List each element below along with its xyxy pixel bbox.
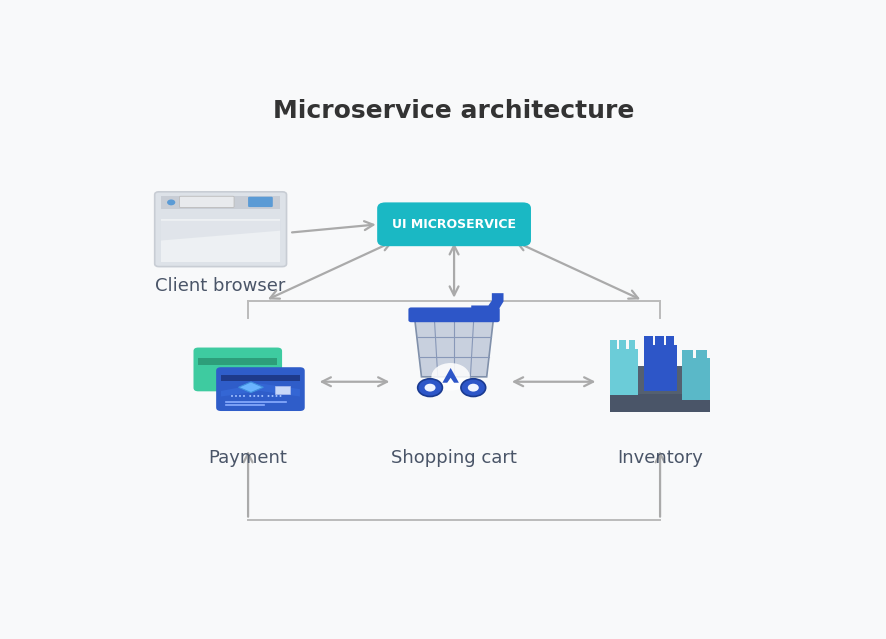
- Polygon shape: [415, 318, 494, 377]
- Bar: [161, 219, 280, 262]
- FancyBboxPatch shape: [179, 196, 234, 208]
- Bar: [665, 335, 674, 344]
- Bar: [275, 386, 290, 394]
- Text: Payment: Payment: [208, 449, 288, 467]
- Text: Microservice architecture: Microservice architecture: [274, 99, 634, 123]
- Text: UI MICROSERVICE: UI MICROSERVICE: [392, 218, 516, 231]
- Text: Shopping cart: Shopping cart: [391, 449, 517, 467]
- Bar: [198, 358, 277, 365]
- Bar: [610, 393, 710, 413]
- FancyBboxPatch shape: [193, 348, 282, 391]
- FancyBboxPatch shape: [248, 197, 273, 207]
- Circle shape: [431, 363, 470, 390]
- Bar: [643, 335, 652, 344]
- Bar: [610, 348, 638, 396]
- FancyBboxPatch shape: [408, 307, 500, 322]
- Text: Client browser: Client browser: [155, 277, 286, 295]
- Bar: [628, 340, 635, 348]
- Circle shape: [461, 379, 486, 396]
- Polygon shape: [221, 383, 300, 396]
- Circle shape: [468, 383, 478, 392]
- Bar: [614, 366, 706, 394]
- FancyBboxPatch shape: [216, 367, 305, 411]
- Polygon shape: [471, 293, 503, 309]
- Bar: [221, 374, 300, 381]
- Bar: [161, 196, 280, 208]
- Circle shape: [417, 379, 442, 396]
- Circle shape: [424, 383, 436, 392]
- Polygon shape: [238, 382, 263, 392]
- FancyBboxPatch shape: [377, 203, 531, 246]
- Bar: [682, 358, 710, 400]
- Text: •••• •••• ••••: •••• •••• ••••: [230, 394, 283, 400]
- Bar: [682, 351, 694, 358]
- Bar: [655, 335, 664, 344]
- Polygon shape: [442, 368, 459, 383]
- Bar: [610, 340, 617, 348]
- Bar: [643, 344, 677, 391]
- Circle shape: [167, 199, 175, 205]
- Bar: [619, 340, 626, 348]
- Polygon shape: [161, 221, 280, 240]
- Text: Inventory: Inventory: [618, 449, 703, 467]
- FancyBboxPatch shape: [155, 192, 286, 266]
- Bar: [696, 351, 707, 358]
